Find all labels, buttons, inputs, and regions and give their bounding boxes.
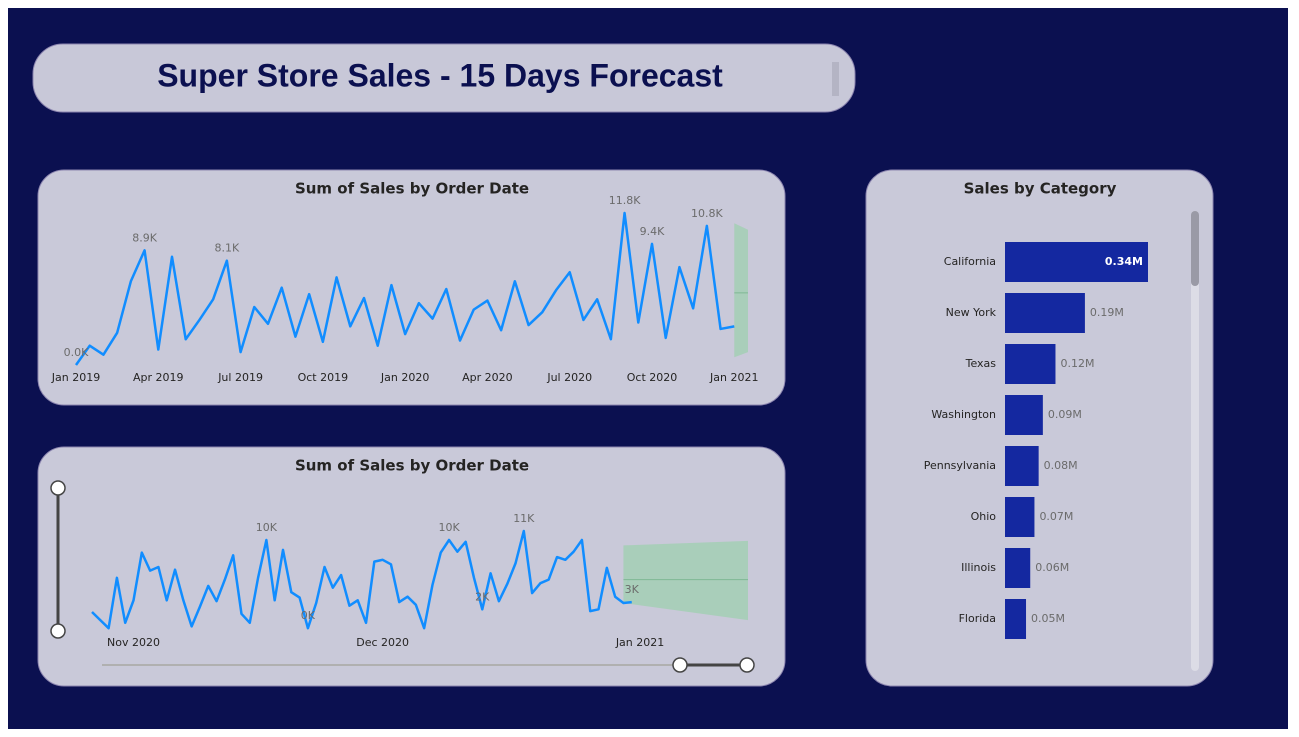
x-tick-label: Jan 2021 xyxy=(615,636,664,649)
bar xyxy=(1005,293,1085,333)
bar xyxy=(1005,344,1056,384)
x-tick-label: Jan 2020 xyxy=(380,371,429,384)
forecast-band xyxy=(623,540,748,621)
chart-title: Sales by Category xyxy=(964,180,1117,198)
data-label: 0.05M xyxy=(1031,612,1065,625)
sales-line xyxy=(91,529,632,630)
bar xyxy=(1005,548,1031,588)
category-label: California xyxy=(944,255,996,268)
title-scroll xyxy=(832,62,839,96)
data-label: 3K xyxy=(625,583,640,596)
slider-handle[interactable] xyxy=(739,657,755,673)
x-tick-label: Dec 2020 xyxy=(356,636,409,649)
data-label: 0.34M xyxy=(1105,255,1143,268)
x-tick-label: Apr 2020 xyxy=(462,371,513,384)
title-box xyxy=(32,43,856,113)
chart-title: Sum of Sales by Order Date xyxy=(295,457,529,475)
data-label: 11K xyxy=(513,512,535,525)
data-label: 8.9K xyxy=(132,231,157,244)
category-label: Florida xyxy=(959,612,996,625)
category-label: Illinois xyxy=(961,561,996,574)
panel xyxy=(37,169,786,406)
x-tick-label: Jan 2021 xyxy=(709,371,758,384)
x-tick-label: Oct 2019 xyxy=(298,371,349,384)
data-label: 0.12M xyxy=(1060,357,1094,370)
x-tick-label: Jul 2020 xyxy=(546,371,592,384)
data-label: 0.0K xyxy=(64,346,89,359)
bar xyxy=(1005,446,1039,486)
sales-line xyxy=(74,211,735,366)
data-label: 0.19M xyxy=(1090,306,1124,319)
category-label: New York xyxy=(946,306,997,319)
slider-handle[interactable] xyxy=(672,657,688,673)
category-label: Texas xyxy=(965,357,997,370)
scrollbar xyxy=(1191,211,1199,671)
data-label: 10K xyxy=(256,521,278,534)
x-tick-label: Nov 2020 xyxy=(107,636,160,649)
category-label: Ohio xyxy=(971,510,997,523)
x-tick-label: Apr 2019 xyxy=(133,371,184,384)
x-tick-label: Jul 2019 xyxy=(217,371,263,384)
bar xyxy=(1005,497,1035,537)
category-label: Pennsylvania xyxy=(924,459,996,472)
data-label: 0.06M xyxy=(1035,561,1069,574)
data-label: 8.1K xyxy=(214,242,239,255)
page-title: Super Store Sales - 15 Days Forecast xyxy=(157,57,723,93)
slider-handle[interactable] xyxy=(50,623,66,639)
data-label: 0.08M xyxy=(1044,459,1078,472)
data-label: 2K xyxy=(475,590,490,603)
bar xyxy=(1005,395,1043,435)
slider-handle[interactable] xyxy=(50,480,66,496)
category-label: Washington xyxy=(931,408,996,421)
data-label: 9.4K xyxy=(640,225,665,238)
x-tick-label: Jan 2019 xyxy=(51,371,100,384)
bar xyxy=(1005,242,1148,282)
forecast-band xyxy=(734,223,748,358)
data-label: 0.07M xyxy=(1039,510,1073,523)
data-label: 0K xyxy=(301,609,316,622)
chart-title: Sum of Sales by Order Date xyxy=(295,180,529,198)
data-label: 0.09M xyxy=(1048,408,1082,421)
panel xyxy=(37,446,786,687)
data-label: 11.8K xyxy=(609,194,641,207)
data-label: 10K xyxy=(438,521,460,534)
bar xyxy=(1005,599,1027,639)
x-tick-label: Oct 2020 xyxy=(627,371,678,384)
data-label: 10.8K xyxy=(691,207,723,220)
scroll-thumb[interactable] xyxy=(1191,211,1199,286)
